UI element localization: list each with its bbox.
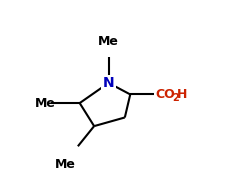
Text: H: H bbox=[177, 88, 187, 101]
Text: Me: Me bbox=[55, 158, 76, 171]
Text: 2: 2 bbox=[173, 93, 179, 103]
Text: CO: CO bbox=[156, 88, 175, 101]
Text: Me: Me bbox=[98, 35, 119, 48]
Text: Me: Me bbox=[34, 96, 55, 110]
Text: N: N bbox=[103, 76, 114, 90]
